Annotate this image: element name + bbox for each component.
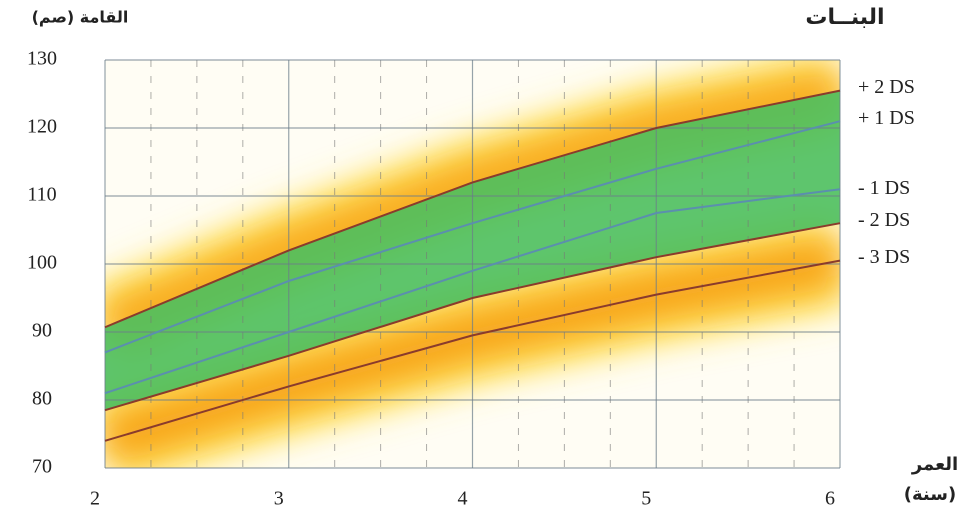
y-tick-label: 100 [27, 252, 57, 274]
x-tick-label: 3 [274, 488, 284, 510]
x-tick-label: 5 [641, 488, 651, 510]
legend-label: + 2 DS [858, 76, 915, 98]
y-tick-label: 80 [32, 388, 52, 410]
y-tick-label: 90 [32, 320, 52, 342]
y-tick-label: 110 [27, 184, 56, 206]
legend-label: - 2 DS [858, 209, 910, 231]
x-tick-label: 4 [458, 488, 468, 510]
legend-label: - 3 DS [858, 246, 910, 268]
legend-label: - 1 DS [858, 177, 910, 199]
chart: القامة (صم) البنــات العمر (سنة) 2 3 4 5 6 70… [0, 0, 971, 525]
y-tick-label: 70 [32, 456, 52, 478]
legend-label: + 1 DS [858, 107, 915, 129]
x-tick-label: 6 [825, 488, 835, 510]
y-tick-label: 120 [27, 116, 57, 138]
x-tick-label: 2 [90, 488, 100, 510]
y-tick-label: 130 [27, 48, 57, 70]
y-axis-label: القامة (صم) [32, 8, 129, 27]
x-axis-label: العمر [911, 454, 958, 475]
chart-title: البنــات [805, 5, 884, 30]
x-axis-unit: (سنة) [904, 484, 956, 505]
